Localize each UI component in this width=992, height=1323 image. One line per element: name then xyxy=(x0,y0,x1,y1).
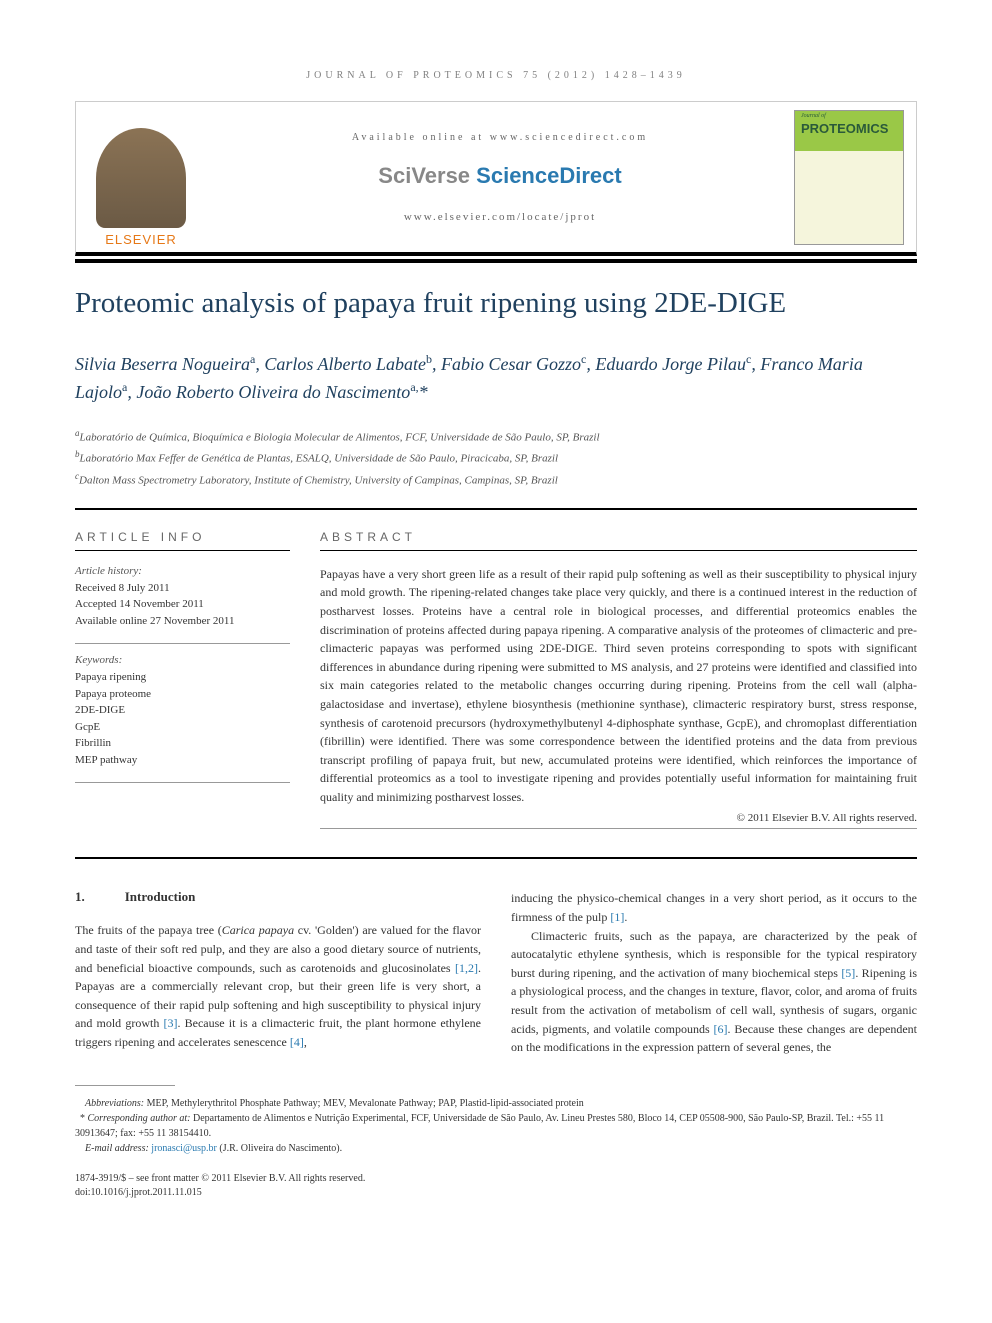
article-info-column: ARTICLE INFO Article history: Received 8… xyxy=(75,530,290,840)
abstract-rule xyxy=(320,550,917,551)
abstract-column: ABSTRACT Papayas have a very short green… xyxy=(320,530,917,840)
keywords-label: Keywords: xyxy=(75,654,290,666)
journal-url: www.elsevier.com/locate/jprot xyxy=(226,211,774,223)
footer-abbreviations: Abbreviations: MEP, Methylerythritol Pho… xyxy=(75,1096,917,1111)
ref-link[interactable]: [1] xyxy=(610,910,624,924)
ref-link[interactable]: [3] xyxy=(163,1016,177,1030)
doi-text: doi:10.1016/j.jprot.2011.11.015 xyxy=(75,1186,917,1200)
sciverse-prefix: SciVerse xyxy=(378,163,476,188)
info-rule xyxy=(75,550,290,551)
body-column-right: inducing the physico-chemical changes in… xyxy=(511,889,917,1056)
issn-text: 1874-3919/$ – see front matter © 2011 El… xyxy=(75,1172,917,1186)
keywords-block: Keywords: Papaya ripening Papaya proteom… xyxy=(75,654,290,768)
body-paragraph: The fruits of the papaya tree (Carica pa… xyxy=(75,921,481,1051)
ref-link[interactable]: [5] xyxy=(841,966,855,980)
history-received: Received 8 July 2011 xyxy=(75,580,290,597)
authors-list: Silvia Beserra Nogueiraa, Carlos Alberto… xyxy=(75,350,917,406)
elsevier-text: ELSEVIER xyxy=(105,232,177,247)
history-online: Available online 27 November 2011 xyxy=(75,613,290,630)
body-rule xyxy=(75,857,917,859)
body-columns: 1. Introduction The fruits of the papaya… xyxy=(75,889,917,1056)
ref-link[interactable]: [1,2] xyxy=(455,961,478,975)
body-paragraph: inducing the physico-chemical changes in… xyxy=(511,889,917,1056)
journal-cover-thumbnail: Journal of PROTEOMICS xyxy=(794,110,904,245)
journal-header-box: ELSEVIER Available online at www.science… xyxy=(75,101,917,256)
elsevier-tree-icon xyxy=(96,128,186,228)
footer-rule xyxy=(75,1085,175,1086)
footer-corresponding: * Corresponding author at: Departamento … xyxy=(75,1111,917,1141)
sciverse-main: ScienceDirect xyxy=(476,163,622,188)
sciverse-logo: SciVerse ScienceDirect xyxy=(226,163,774,189)
footer-email: E-mail address: jronasci@usp.br (J.R. Ol… xyxy=(75,1141,917,1156)
available-online-text: Available online at www.sciencedirect.co… xyxy=(226,132,774,143)
keyword: Papaya proteome xyxy=(75,686,290,703)
affiliations: aLaboratório de Química, Bioquímica e Bi… xyxy=(75,426,917,490)
section-heading: 1. Introduction xyxy=(75,889,481,905)
title-rule xyxy=(75,259,917,263)
keyword: 2DE-DIGE xyxy=(75,702,290,719)
keyword: MEP pathway xyxy=(75,752,290,769)
keyword: GcpE xyxy=(75,719,290,736)
keyword: Fibrillin xyxy=(75,735,290,752)
running-header: JOURNAL OF PROTEOMICS 75 (2012) 1428–143… xyxy=(75,70,917,81)
journal-center: Available online at www.sciencedirect.co… xyxy=(206,122,794,233)
keyword: Papaya ripening xyxy=(75,669,290,686)
abstract-text: Papayas have a very short green life as … xyxy=(320,565,917,807)
section-number: 1. xyxy=(75,889,85,905)
abstract-bottom-rule xyxy=(320,828,917,829)
ref-link[interactable]: [4] xyxy=(290,1035,304,1049)
article-history-block: Article history: Received 8 July 2011 Ac… xyxy=(75,565,290,630)
info-abstract-row: ARTICLE INFO Article history: Received 8… xyxy=(75,530,917,840)
history-accepted: Accepted 14 November 2011 xyxy=(75,596,290,613)
abstract-heading: ABSTRACT xyxy=(320,530,917,544)
copyright-text: © 2011 Elsevier B.V. All rights reserved… xyxy=(320,812,917,824)
ref-link[interactable]: [6] xyxy=(714,1022,728,1036)
section-rule xyxy=(75,508,917,510)
body-paragraph-indent: Climacteric fruits, such as the papaya, … xyxy=(511,927,917,1057)
body-column-left: 1. Introduction The fruits of the papaya… xyxy=(75,889,481,1056)
issn-doi-block: 1874-3919/$ – see front matter © 2011 El… xyxy=(75,1172,917,1200)
article-title: Proteomic analysis of papaya fruit ripen… xyxy=(75,287,917,320)
email-link[interactable]: jronasci@usp.br xyxy=(151,1143,217,1154)
info-rule-thin xyxy=(75,782,290,783)
info-rule-thin xyxy=(75,643,290,644)
elsevier-logo: ELSEVIER xyxy=(76,100,206,255)
cover-title: PROTEOMICS xyxy=(801,121,888,136)
article-info-heading: ARTICLE INFO xyxy=(75,530,290,544)
history-label: Article history: xyxy=(75,565,290,577)
cover-subtitle: Journal of xyxy=(801,113,826,119)
section-title: Introduction xyxy=(125,889,196,905)
